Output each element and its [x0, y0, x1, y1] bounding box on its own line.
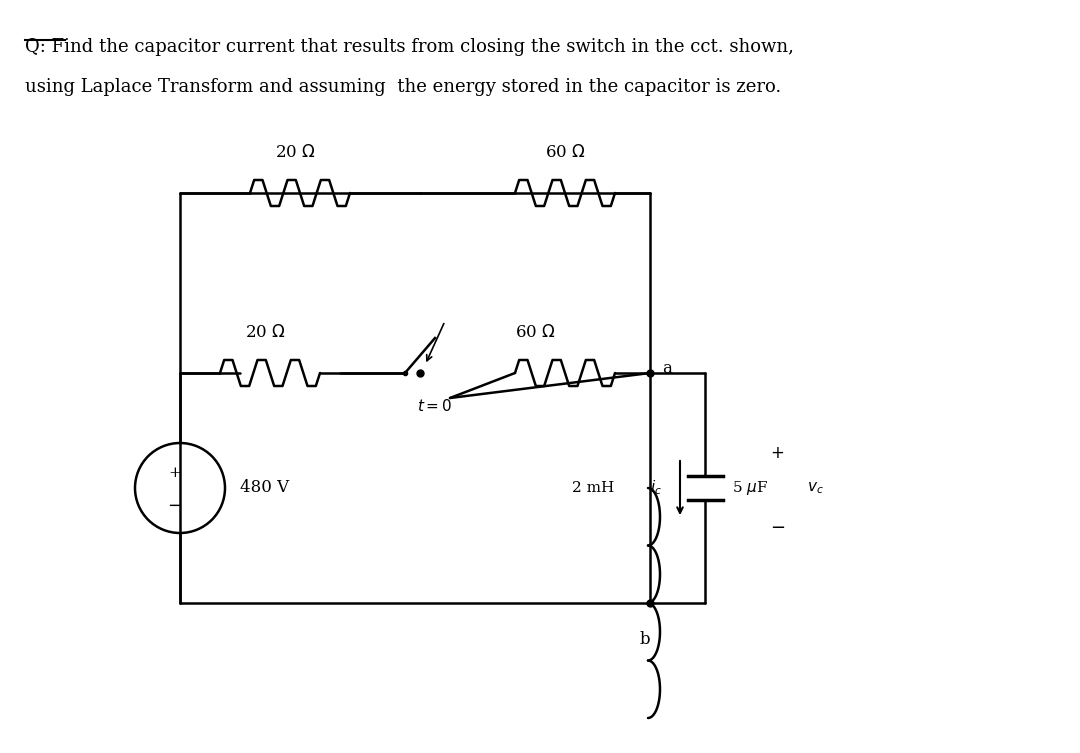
Text: $i_c$: $i_c$	[650, 479, 662, 497]
Text: 20 $\Omega$: 20 $\Omega$	[274, 144, 315, 161]
Text: 20 $\Omega$: 20 $\Omega$	[245, 324, 285, 341]
Text: a: a	[662, 359, 672, 376]
Text: −: −	[770, 519, 785, 537]
Text: using Laplace Transform and assuming  the energy stored in the capacitor is zero: using Laplace Transform and assuming the…	[25, 78, 781, 96]
Text: 2 mH: 2 mH	[572, 481, 615, 495]
Text: −: −	[167, 497, 183, 515]
Text: 480 V: 480 V	[240, 480, 289, 496]
Text: Q: Find the capacitor current that results from closing the switch in the cct. s: Q: Find the capacitor current that resul…	[25, 38, 794, 56]
Text: 5 $\mu$F: 5 $\mu$F	[732, 479, 769, 497]
Text: +: +	[168, 466, 181, 480]
Text: $v_c$: $v_c$	[808, 480, 824, 495]
Text: b: b	[639, 631, 650, 648]
Text: 60 $\Omega$: 60 $\Omega$	[544, 144, 585, 161]
Text: 60 $\Omega$: 60 $\Omega$	[515, 324, 555, 341]
Text: $t = 0$: $t = 0$	[417, 398, 453, 414]
Text: +: +	[770, 444, 784, 462]
